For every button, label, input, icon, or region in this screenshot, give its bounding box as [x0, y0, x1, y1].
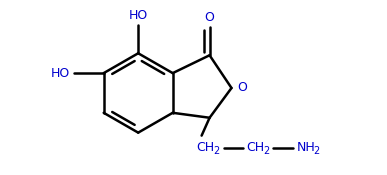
Text: 2: 2	[214, 146, 220, 156]
Text: 2: 2	[264, 146, 270, 156]
Text: O: O	[238, 82, 247, 95]
Text: 2: 2	[313, 146, 319, 156]
Text: HO: HO	[51, 67, 70, 80]
Text: HO: HO	[128, 9, 148, 22]
Text: CH: CH	[197, 141, 215, 154]
Text: O: O	[205, 10, 214, 23]
Text: CH: CH	[247, 141, 265, 154]
Text: NH: NH	[296, 141, 315, 154]
